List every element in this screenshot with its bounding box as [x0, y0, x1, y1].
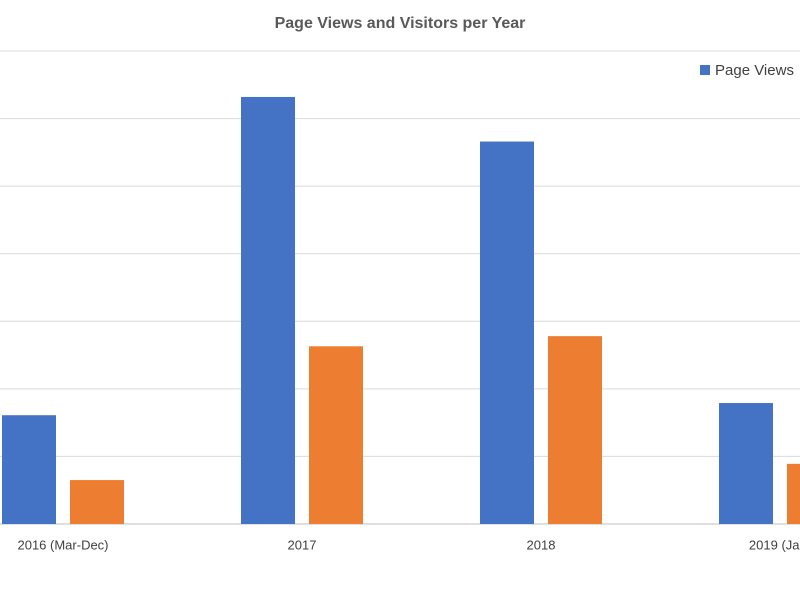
bar	[2, 415, 56, 524]
bar	[548, 336, 602, 524]
chart-title: Page Views and Visitors per Year	[275, 15, 526, 32]
legend-label: Page Views	[715, 62, 794, 79]
x-tick-label: 2016 (Mar-Dec)	[17, 537, 108, 552]
bar	[480, 141, 534, 524]
x-tick-label: 2018	[527, 537, 556, 552]
bar	[787, 463, 800, 524]
bar	[309, 346, 363, 524]
bar	[70, 480, 124, 524]
x-tick-label: 2017	[288, 537, 317, 552]
bar	[719, 403, 773, 524]
legend-swatch	[700, 65, 710, 75]
x-tick-label: 2019 (Jan-	[749, 537, 800, 552]
bar	[241, 96, 295, 524]
